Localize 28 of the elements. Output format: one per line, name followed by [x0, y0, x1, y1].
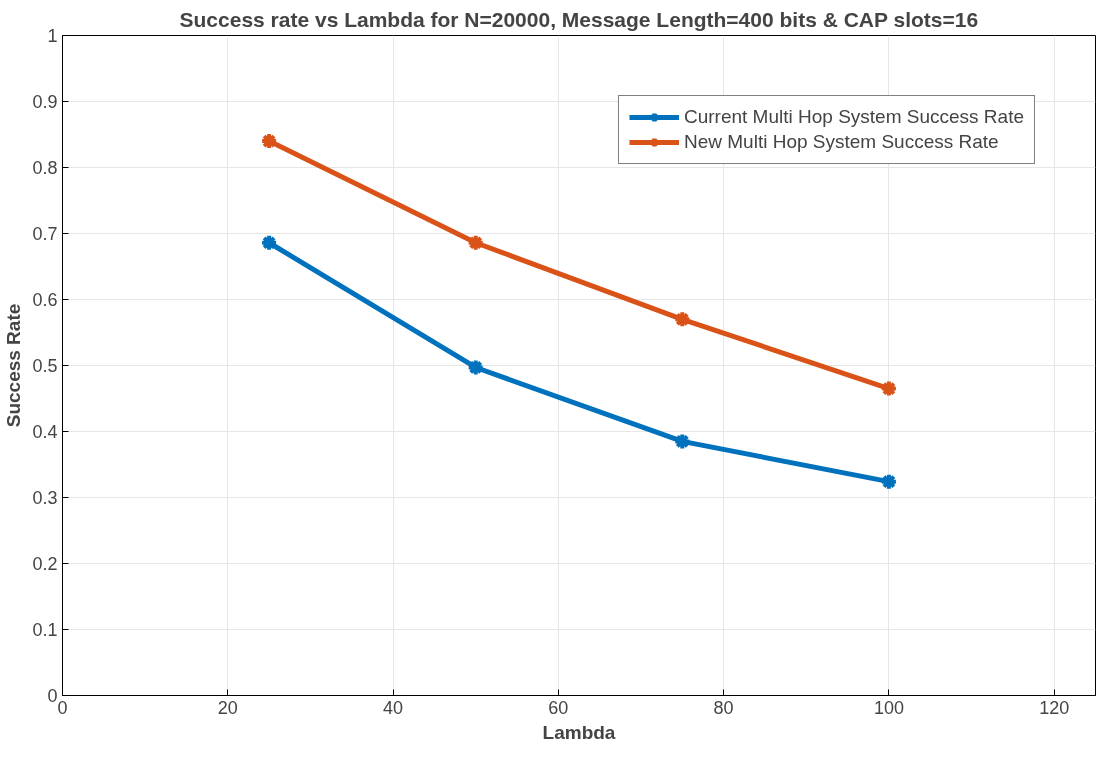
- point: [466, 233, 485, 252]
- y-tick-label: 1: [47, 26, 58, 46]
- point: [673, 310, 692, 329]
- y-axis-title: Success Rate: [3, 303, 25, 428]
- legend-label: Current Multi Hop System Success Rate: [683, 106, 1024, 128]
- x-tick-label: 20: [217, 697, 238, 718]
- x-axis-title: Lambda: [542, 721, 616, 743]
- y-tick-label: 0.5: [32, 356, 58, 376]
- chart-title: Success rate vs Lambda for N=20000, Message Length=400 bits & CAP slots=16: [179, 7, 979, 31]
- y-tick-label: 0.3: [32, 488, 58, 508]
- legend-label: New Multi Hop System Success Rate: [683, 131, 999, 153]
- point: [879, 379, 898, 398]
- y-tick-label: 0.2: [32, 554, 58, 574]
- point: [260, 233, 279, 252]
- x-tick-label: 40: [383, 697, 404, 718]
- y-tick-label: 0.7: [32, 224, 58, 244]
- x-tick-label: 100: [873, 697, 904, 718]
- y-tick-label: 0.8: [32, 158, 58, 178]
- x-tick-label: 60: [548, 697, 569, 718]
- y-tick-label: 0.9: [32, 92, 58, 112]
- x-tick-label: 80: [713, 697, 734, 718]
- x-tick-label: 120: [1039, 697, 1070, 718]
- point: [673, 432, 692, 451]
- y-tick-label: 0.4: [32, 422, 58, 442]
- point: [466, 358, 485, 377]
- point: [879, 472, 898, 491]
- y-tick-label: 0.1: [32, 620, 58, 640]
- y-tick-label: 0.6: [32, 290, 58, 310]
